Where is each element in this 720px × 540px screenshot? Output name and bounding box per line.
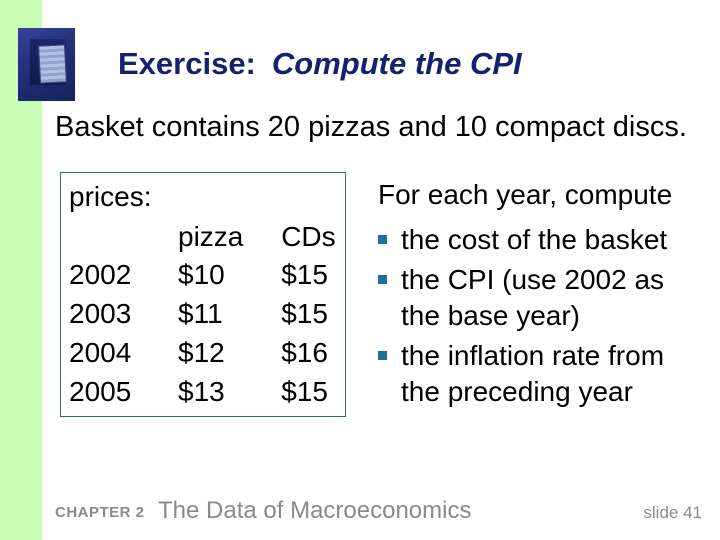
footer-book-title: The Data of Macroeconomics [158, 497, 472, 524]
table-row: 2004 $12 $16 [69, 333, 345, 372]
year-cell: 2005 [69, 375, 132, 407]
year-cell: 2004 [69, 336, 132, 368]
task-list: the cost of the basket the CPI (use 2002… [378, 222, 690, 410]
tasks-block: For each year, compute the cost of the b… [378, 177, 690, 414]
list-item: the cost of the basket [378, 222, 690, 258]
logo-inner-panel [38, 44, 67, 84]
table-row: 2003 $11 $15 [69, 294, 345, 333]
nested-blue-squares-logo-icon [18, 28, 75, 101]
price-table-box: prices: pizza CDs 2002 $10 $15 2003 $11 … [60, 172, 346, 417]
list-item: the inflation rate from the preceding ye… [378, 338, 690, 410]
intro-text: Basket contains 20 pizzas and 10 compact… [55, 111, 687, 143]
cds-price-cell: $15 [281, 375, 328, 407]
year-cell: 2002 [69, 258, 132, 290]
price-table: pizza CDs 2002 $10 $15 2003 $11 $15 2004… [69, 219, 345, 411]
footer-chapter-label: CHAPTER 2 [55, 504, 145, 521]
cds-price-cell: $15 [281, 297, 328, 329]
slide-number: slide 41 [643, 503, 702, 522]
year-cell: 2003 [69, 297, 132, 329]
pizza-price-cell: $10 [178, 258, 225, 290]
cds-price-cell: $16 [281, 336, 328, 368]
pizza-price-cell: $13 [178, 375, 225, 407]
price-table-header-cds: CDs [281, 221, 336, 252]
slide-title-prefix: Exercise: [118, 46, 256, 81]
slide-title: Exercise: Compute the CPI [118, 46, 522, 82]
table-row: 2002 $10 $15 [69, 255, 345, 294]
slide-title-emphasis: Compute the CPI [271, 46, 522, 81]
price-table-header-row: pizza CDs [69, 219, 345, 255]
table-row: 2005 $13 $15 [69, 372, 345, 411]
tasks-heading: For each year, compute [378, 179, 673, 210]
prices-label: prices: [69, 181, 152, 212]
pizza-price-cell: $11 [178, 297, 223, 329]
list-item: the CPI (use 2002 as the base year) [378, 262, 690, 334]
cds-price-cell: $15 [281, 258, 328, 290]
price-table-header-empty [69, 219, 178, 255]
pizza-price-cell: $12 [178, 336, 225, 368]
price-table-header-pizza: pizza [178, 221, 244, 252]
